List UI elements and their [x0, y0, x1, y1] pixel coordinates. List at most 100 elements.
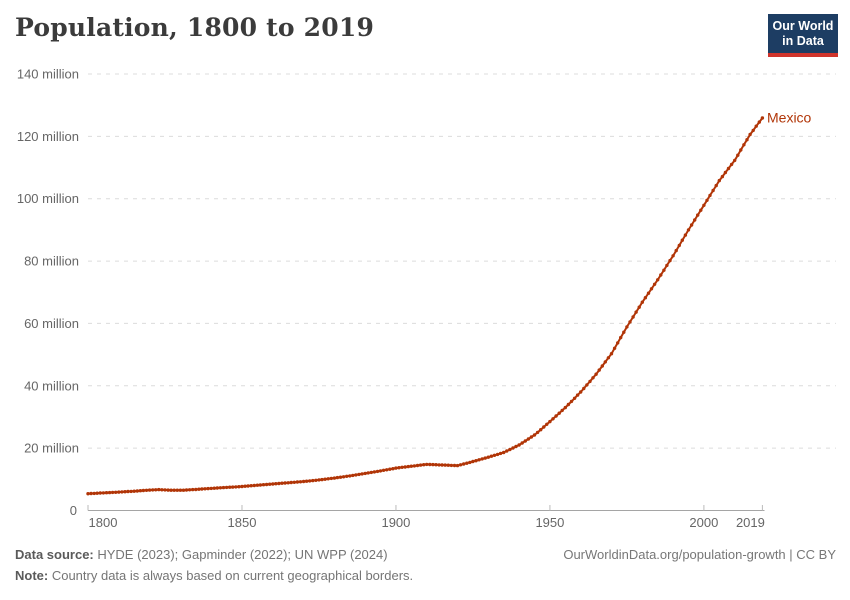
data-point [231, 485, 235, 489]
y-tick-label: 40 million [24, 378, 79, 393]
data-point [258, 483, 263, 487]
data-point [729, 162, 734, 167]
data-point [462, 462, 466, 466]
data-point [255, 483, 260, 487]
data-point [412, 464, 417, 468]
data-point [406, 464, 410, 469]
y-tick-label: 140 million [17, 67, 79, 82]
data-point [375, 469, 380, 474]
y-tick-label: 100 million [17, 191, 79, 206]
data-point [95, 491, 99, 495]
data-point [699, 208, 703, 212]
data-point [489, 454, 494, 458]
data-point [711, 188, 715, 193]
data-point [151, 488, 155, 492]
data-point [428, 462, 432, 467]
data-point [178, 488, 183, 492]
data-point [308, 479, 312, 483]
y-tick-label: 20 million [24, 441, 79, 456]
data-point [505, 449, 509, 453]
data-point [702, 203, 706, 207]
data-point [329, 476, 333, 481]
data-point [554, 414, 558, 418]
data-point [498, 451, 503, 456]
data-point [517, 443, 521, 447]
data-point [110, 490, 115, 495]
data-point [132, 489, 136, 493]
data-point [187, 488, 192, 492]
data-point [502, 450, 506, 455]
y-tick-label: 60 million [24, 316, 79, 331]
data-point [326, 477, 330, 481]
data-point [212, 486, 216, 490]
data-point [733, 158, 737, 163]
credit-link[interactable]: OurWorldinData.org/population-growth | C… [563, 547, 836, 562]
data-point [566, 402, 571, 407]
data-point [542, 425, 546, 429]
data-point [264, 482, 269, 487]
chart-footer: Data source: HYDE (2023); Gapminder (202… [15, 544, 836, 586]
data-point [572, 396, 577, 400]
data-point [714, 183, 718, 188]
data-point [209, 486, 213, 491]
data-point [224, 485, 229, 490]
entity-label: Mexico [767, 109, 812, 125]
data-point [243, 484, 247, 488]
data-point [345, 474, 349, 478]
data-point [397, 466, 401, 470]
data-point [237, 485, 241, 489]
data-point [569, 399, 574, 404]
data-point [388, 467, 392, 471]
data-point [745, 138, 749, 142]
data-point [557, 411, 561, 415]
data-point [532, 433, 537, 437]
data-point [295, 480, 300, 484]
data-point [166, 488, 170, 492]
data-point [431, 462, 435, 467]
data-point [351, 473, 355, 478]
data-point [271, 482, 275, 486]
data-point [400, 465, 404, 469]
data-point [261, 483, 266, 487]
series-line-mexico [87, 117, 764, 495]
data-point [452, 463, 457, 468]
data-point [585, 383, 589, 387]
data-point [378, 469, 383, 473]
data-point [514, 444, 518, 449]
data-point [249, 484, 253, 488]
data-point [323, 477, 327, 481]
owid-logo[interactable]: Our World in Data [768, 14, 838, 57]
data-point [175, 488, 179, 492]
data-point [652, 282, 657, 286]
owid-logo-line2: in Data [782, 34, 824, 48]
data-point [548, 419, 552, 424]
data-point [680, 238, 684, 242]
chart-title: Population, 1800 to 2019 [15, 13, 375, 42]
data-point [520, 441, 524, 445]
data-point [671, 254, 675, 258]
data-point [726, 166, 731, 171]
data-point [363, 471, 367, 476]
data-point [674, 248, 678, 253]
data-point [631, 315, 635, 319]
data-point [434, 463, 438, 467]
x-tick-label: 2019 [736, 515, 765, 530]
data-point [760, 116, 765, 120]
data-point [360, 472, 364, 476]
data-point [551, 417, 555, 421]
data-point [523, 439, 527, 443]
data-point [372, 470, 377, 474]
data-point [437, 463, 441, 467]
data-point [708, 193, 712, 198]
data-point [357, 472, 361, 477]
data-point [274, 482, 278, 486]
data-point [86, 492, 90, 496]
data-point [129, 489, 133, 494]
data-point [332, 476, 337, 480]
footer-left: Data source: HYDE (2023); Gapminder (202… [15, 544, 413, 586]
data-point [458, 463, 463, 467]
data-point [160, 488, 164, 492]
data-source-line: Data source: HYDE (2023); Gapminder (202… [15, 544, 413, 565]
x-tick-label: 1800 [89, 515, 118, 530]
data-point [720, 174, 725, 179]
